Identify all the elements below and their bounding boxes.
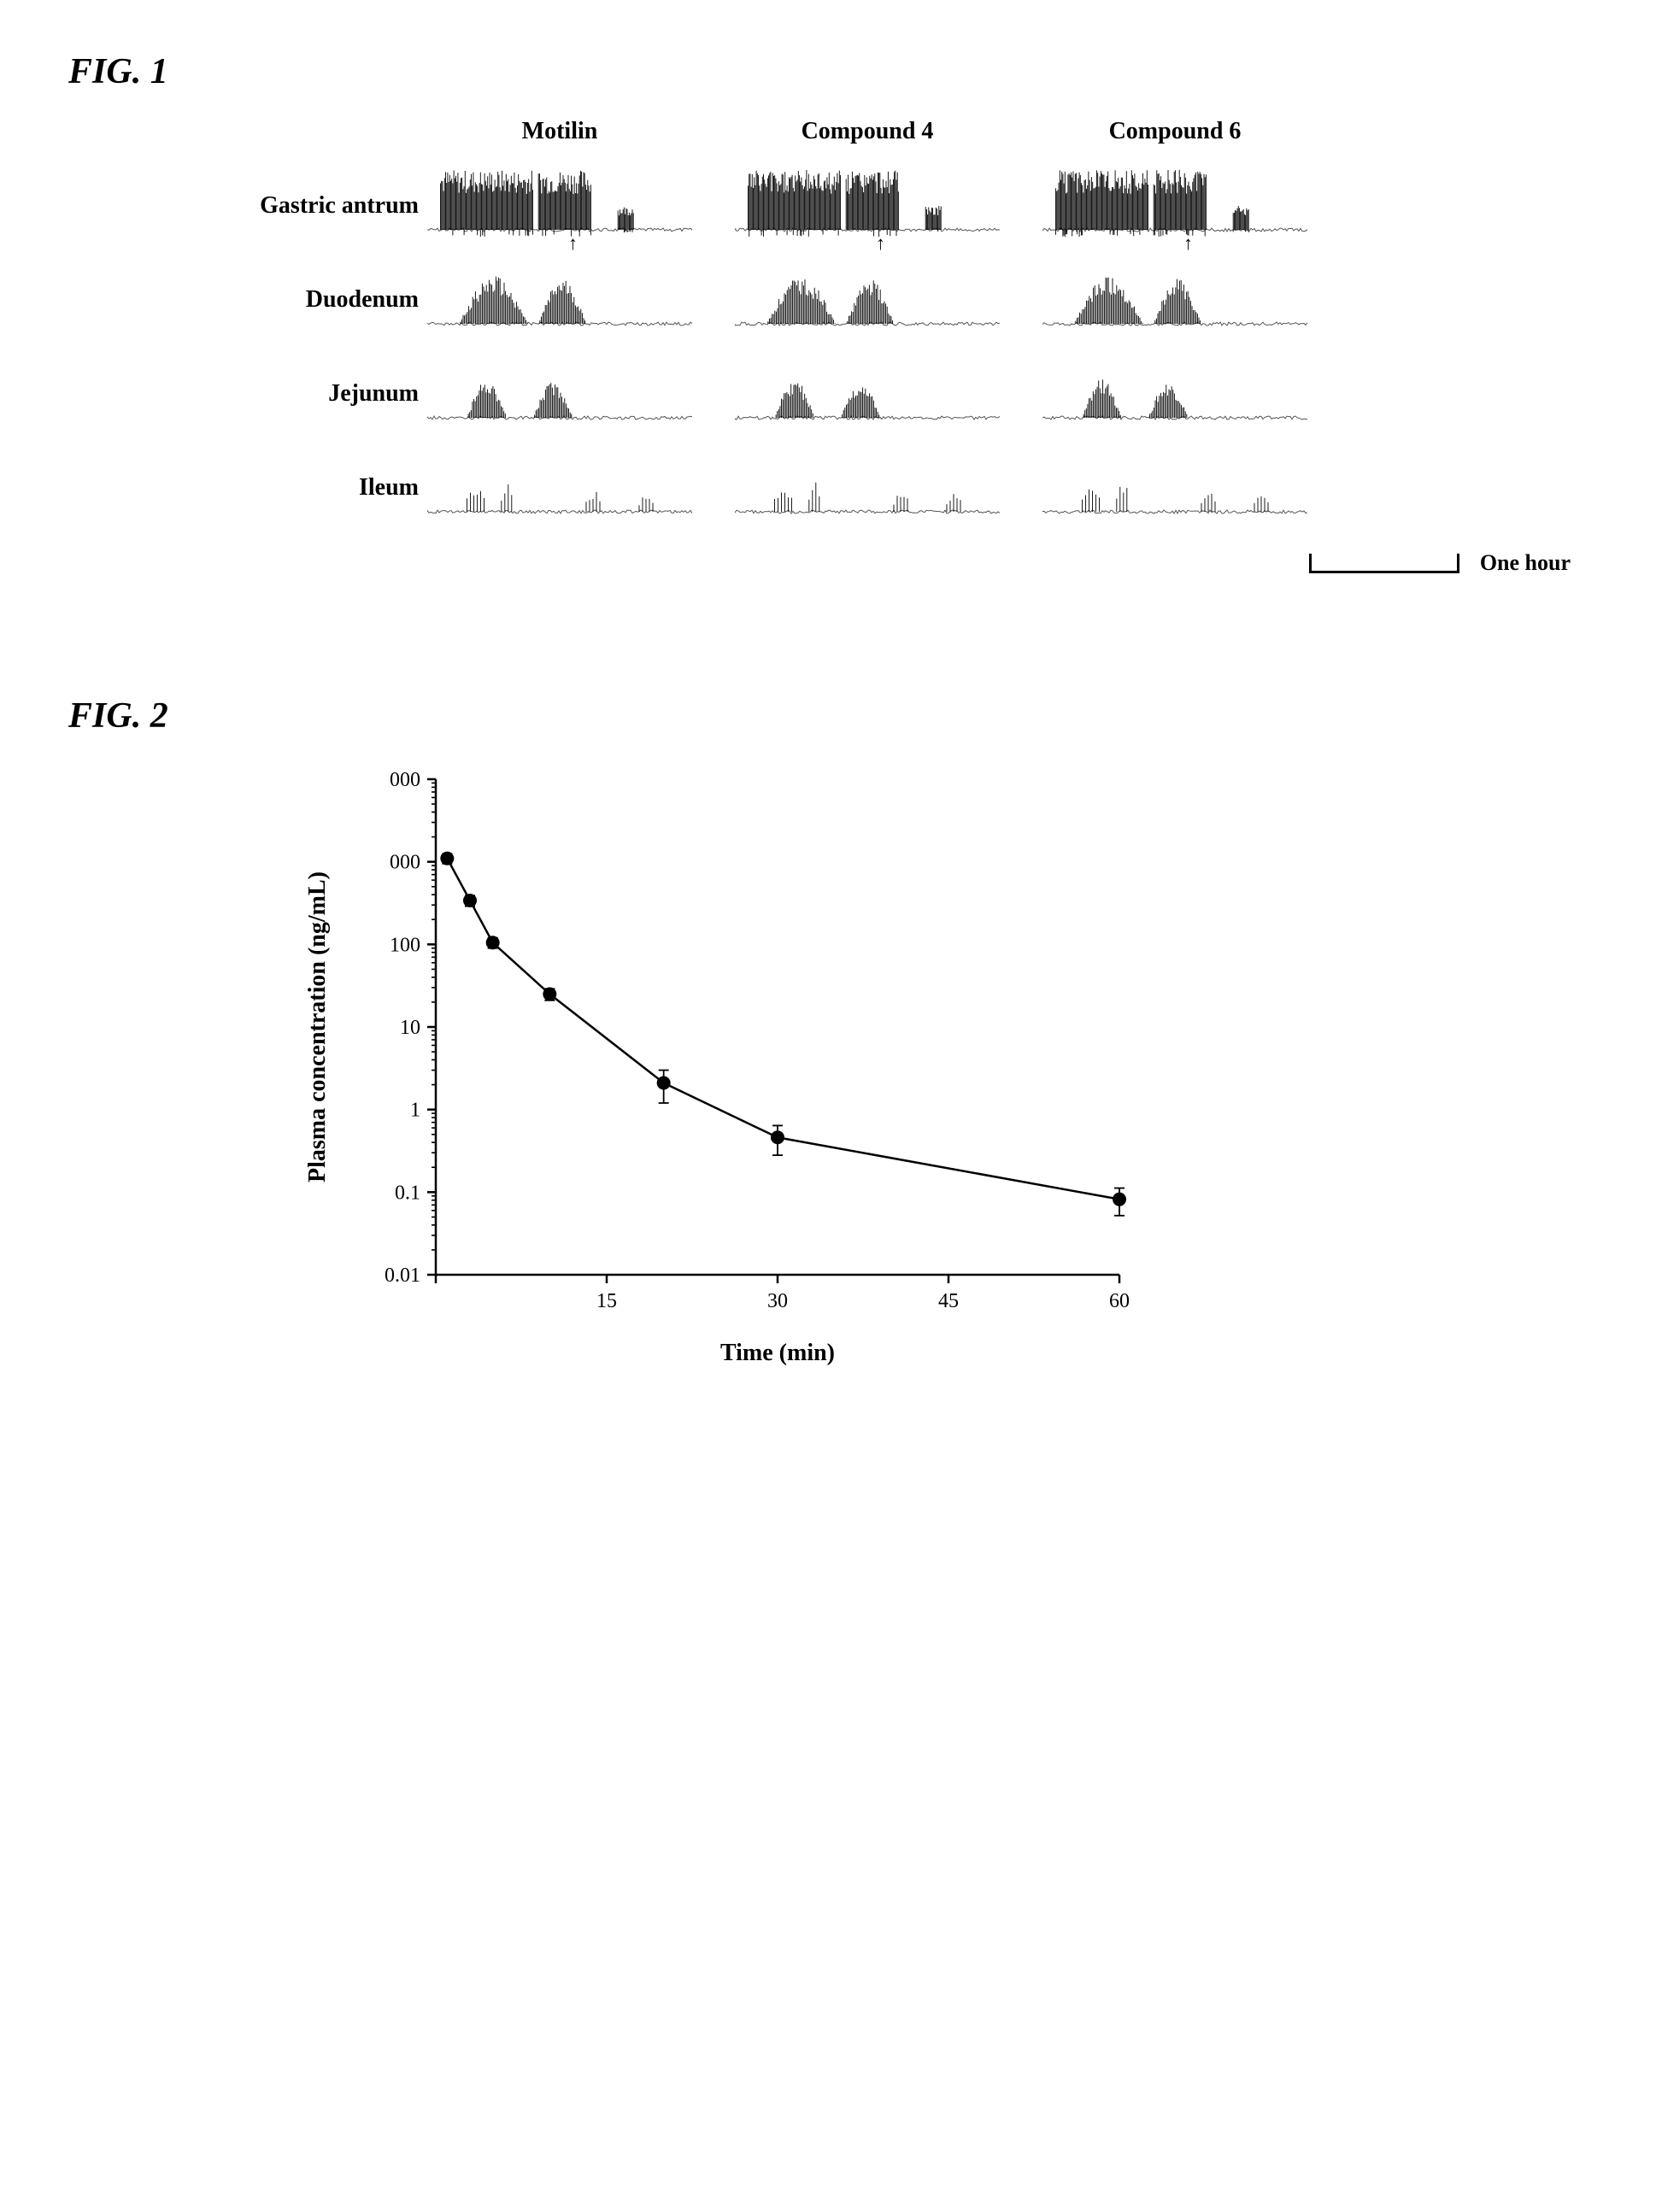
fig1-groups: Motilin ↑ Compound 4 ↑ Compound 6 ↑: [427, 118, 1307, 535]
fig1-title: FIG. 1: [68, 51, 1588, 92]
fig1-column-0: Motilin ↑: [427, 118, 692, 535]
fig2-container: 0.01 0.1 1 10 100 000 000 15 30 45 60 Time (min) Pla…: [291, 762, 1588, 1377]
svg-text:000: 000: [390, 769, 420, 791]
fig1-arrow-0: ↑: [568, 232, 578, 255]
fig1-trace-0-2: [427, 347, 692, 441]
fig1-trace-0-3: [427, 441, 692, 535]
fig1-trace-2-3: [1042, 441, 1307, 535]
fig1-column-2: Compound 6 ↑: [1042, 118, 1307, 535]
fig1-rowlabel-2: Jejunum: [197, 347, 427, 441]
svg-text:45: 45: [938, 1290, 959, 1312]
svg-text:000: 000: [390, 852, 420, 874]
fig1-trace-0-1: [427, 253, 692, 347]
svg-text:60: 60: [1109, 1290, 1130, 1312]
fig1-trace-1-1: [735, 253, 1000, 347]
fig1-trace-0-0: ↑: [427, 159, 692, 253]
fig1-trace-2-0: ↑: [1042, 159, 1307, 253]
svg-text:1: 1: [410, 1100, 420, 1122]
fig1-container: Gastric antrum Duodenum Jejunum Ileum Mo…: [197, 118, 1588, 576]
fig1-scalebar-label: One hour: [1480, 550, 1571, 576]
fig1-trace-1-0: ↑: [735, 159, 1000, 253]
fig1-rowlabel-1: Duodenum: [197, 253, 427, 347]
svg-text:Time (min): Time (min): [720, 1340, 835, 1366]
fig1-rowlabel-3: Ileum: [197, 441, 427, 535]
fig1-trace-2-2: [1042, 347, 1307, 441]
svg-text:15: 15: [596, 1290, 617, 1312]
svg-text:Plasma concentration (ng/mL): Plasma concentration (ng/mL): [304, 871, 331, 1182]
fig2-chart: 0.01 0.1 1 10 100 000 000 15 30 45 60 Time (min) Pla…: [291, 762, 1145, 1377]
svg-text:0.1: 0.1: [395, 1182, 420, 1204]
fig1-trace-2-1: [1042, 253, 1307, 347]
fig1-trace-1-2: [735, 347, 1000, 441]
fig1-colhdr-1: Compound 4: [735, 118, 1000, 159]
svg-text:0.01: 0.01: [385, 1264, 420, 1287]
svg-text:10: 10: [400, 1017, 420, 1039]
fig1-trace-1-3: [735, 441, 1000, 535]
fig1-colhdr-0: Motilin: [427, 118, 692, 159]
fig1-column-1: Compound 4 ↑: [735, 118, 1000, 535]
svg-text:100: 100: [390, 934, 420, 956]
fig2-title: FIG. 2: [68, 695, 1588, 736]
fig1-scalebar: [1309, 554, 1459, 573]
svg-text:30: 30: [767, 1290, 788, 1312]
fig1-colhdr-2: Compound 6: [1042, 118, 1307, 159]
fig1-arrow-1: ↑: [876, 232, 885, 255]
fig1-rowlabel-0: Gastric antrum: [197, 159, 427, 253]
fig1-row-labels: Gastric antrum Duodenum Jejunum Ileum: [197, 118, 427, 535]
fig1-arrow-2: ↑: [1183, 232, 1193, 255]
fig1-scalebar-row: One hour: [427, 550, 1588, 576]
